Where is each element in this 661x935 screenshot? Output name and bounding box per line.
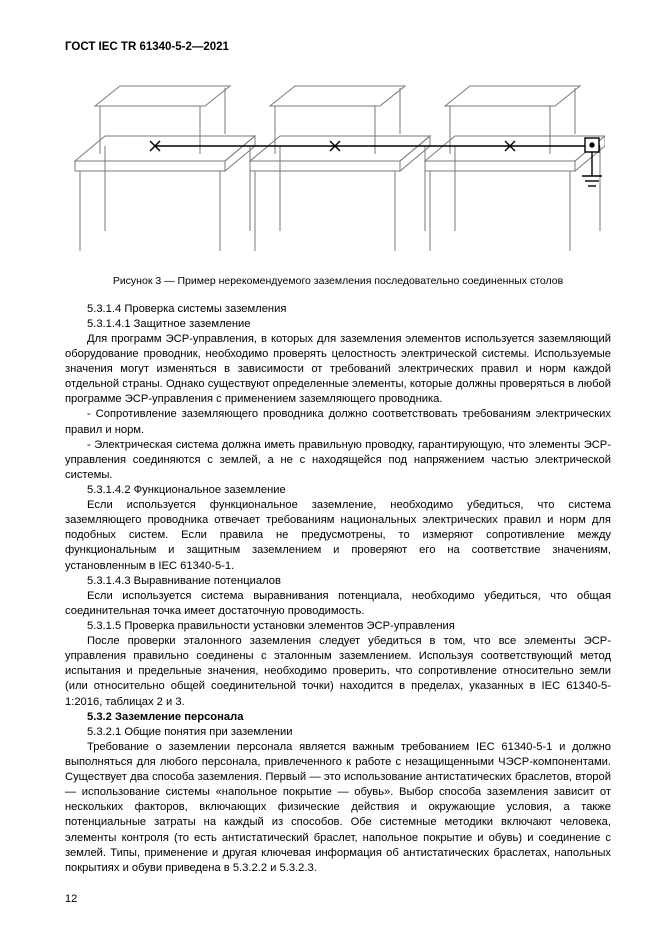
paragraph: Если используется функциональное заземле…: [65, 498, 611, 574]
paragraph: Если используется система выравнивания п…: [65, 589, 611, 619]
paragraph: Требование о заземлении персонала являет…: [65, 740, 611, 876]
paragraph: После проверки эталонного заземления сле…: [65, 634, 611, 710]
paragraph: - Электрическая система должна иметь пра…: [65, 438, 611, 483]
paragraph: 5.3.1.4 Проверка системы заземления: [65, 302, 611, 317]
page-number: 12: [65, 892, 77, 907]
figure-3-caption: Рисунок 3 — Пример нерекомендуемого зазе…: [65, 274, 611, 288]
paragraph: - Сопротивление заземляющего проводника …: [65, 407, 611, 437]
paragraph: 5.3.1.4.1 Защитное заземление: [65, 317, 611, 332]
paragraph: 5.3.1.4.2 Функциональное заземление: [65, 483, 611, 498]
document-page: ГОСТ IEC TR 61340-5-2—2021: [0, 0, 661, 935]
paragraph: 5.3.2 Заземление персонала: [65, 710, 611, 725]
tables-grounding-svg: [65, 66, 605, 266]
paragraph: 5.3.1.4.3 Выравнивание потенциалов: [65, 574, 611, 589]
body-text-block: 5.3.1.4 Проверка системы заземления5.3.1…: [65, 302, 611, 876]
paragraph: 5.3.2.1 Общие понятия при заземлении: [65, 725, 611, 740]
document-code-header: ГОСТ IEC TR 61340-5-2—2021: [65, 40, 611, 56]
figure-3-diagram: [65, 66, 611, 266]
paragraph: 5.3.1.5 Проверка правильности установки …: [65, 619, 611, 634]
paragraph: Для программ ЭСР-управления, в которых д…: [65, 332, 611, 408]
